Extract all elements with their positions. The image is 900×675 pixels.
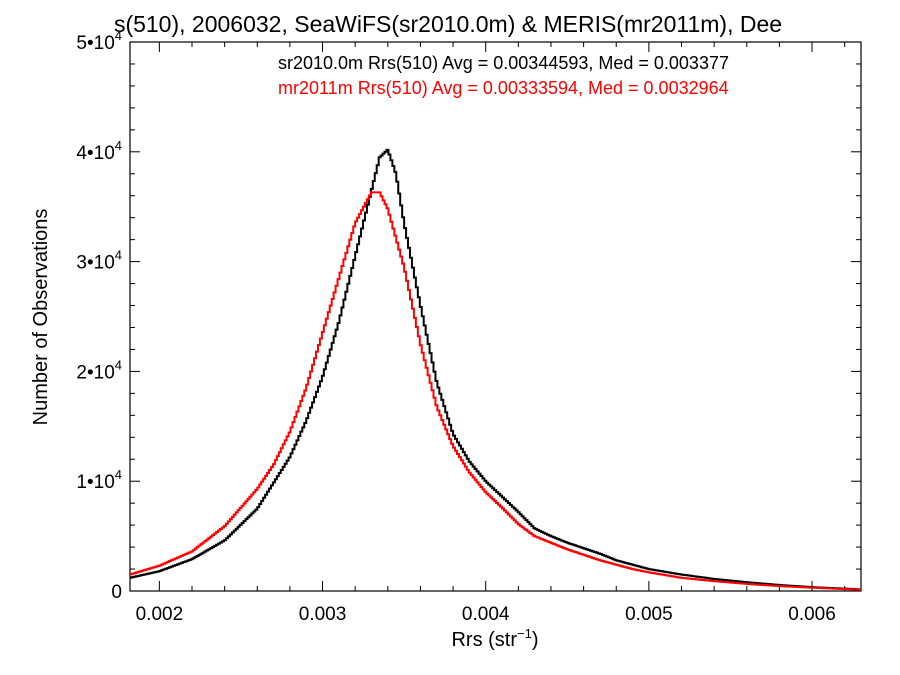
x-tick-label: 0.005 bbox=[625, 604, 673, 625]
x-tick-label: 0.004 bbox=[462, 604, 510, 625]
legend-entry-sr2010: sr2010.0m Rrs(510) Avg = 0.00344593, Med… bbox=[278, 53, 729, 73]
legend-entry-mr2011: mr2011m Rrs(510) Avg = 0.00333594, Med =… bbox=[278, 78, 729, 98]
chart-title: s(510), 2006032, SeaWiFS(sr2010.0m) & ME… bbox=[114, 11, 782, 37]
y-axis-label: Number of Observations bbox=[30, 209, 52, 426]
x-axis-label-main: Rrs (str bbox=[451, 629, 517, 651]
series-line-sr2010 bbox=[130, 148, 862, 591]
x-axis-label-close: ) bbox=[532, 629, 539, 651]
x-tick-label: 0.006 bbox=[788, 604, 836, 625]
x-axis-label-exponent: −1 bbox=[517, 626, 532, 641]
axis-ticks: 0.002 0.003 0.004 0.005 0.006 0 1•104 2•104 3•10… bbox=[76, 28, 861, 625]
y-tick-label: 1•104 bbox=[76, 467, 122, 493]
y-tick-label: 3•104 bbox=[76, 248, 122, 274]
x-axis-label: Rrs (str−1) bbox=[451, 626, 538, 651]
series-line-mr2011 bbox=[130, 191, 862, 591]
plot-frame bbox=[129, 41, 862, 592]
series-lines bbox=[130, 148, 862, 591]
x-tick-label: 0.003 bbox=[299, 604, 347, 625]
x-tick-label: 0.002 bbox=[136, 604, 184, 625]
y-tick-label: 2•104 bbox=[76, 357, 122, 383]
y-tick-label: 4•104 bbox=[76, 138, 122, 164]
y-tick-label: 5•104 bbox=[76, 28, 122, 54]
y-tick-label: 0 bbox=[111, 582, 122, 603]
